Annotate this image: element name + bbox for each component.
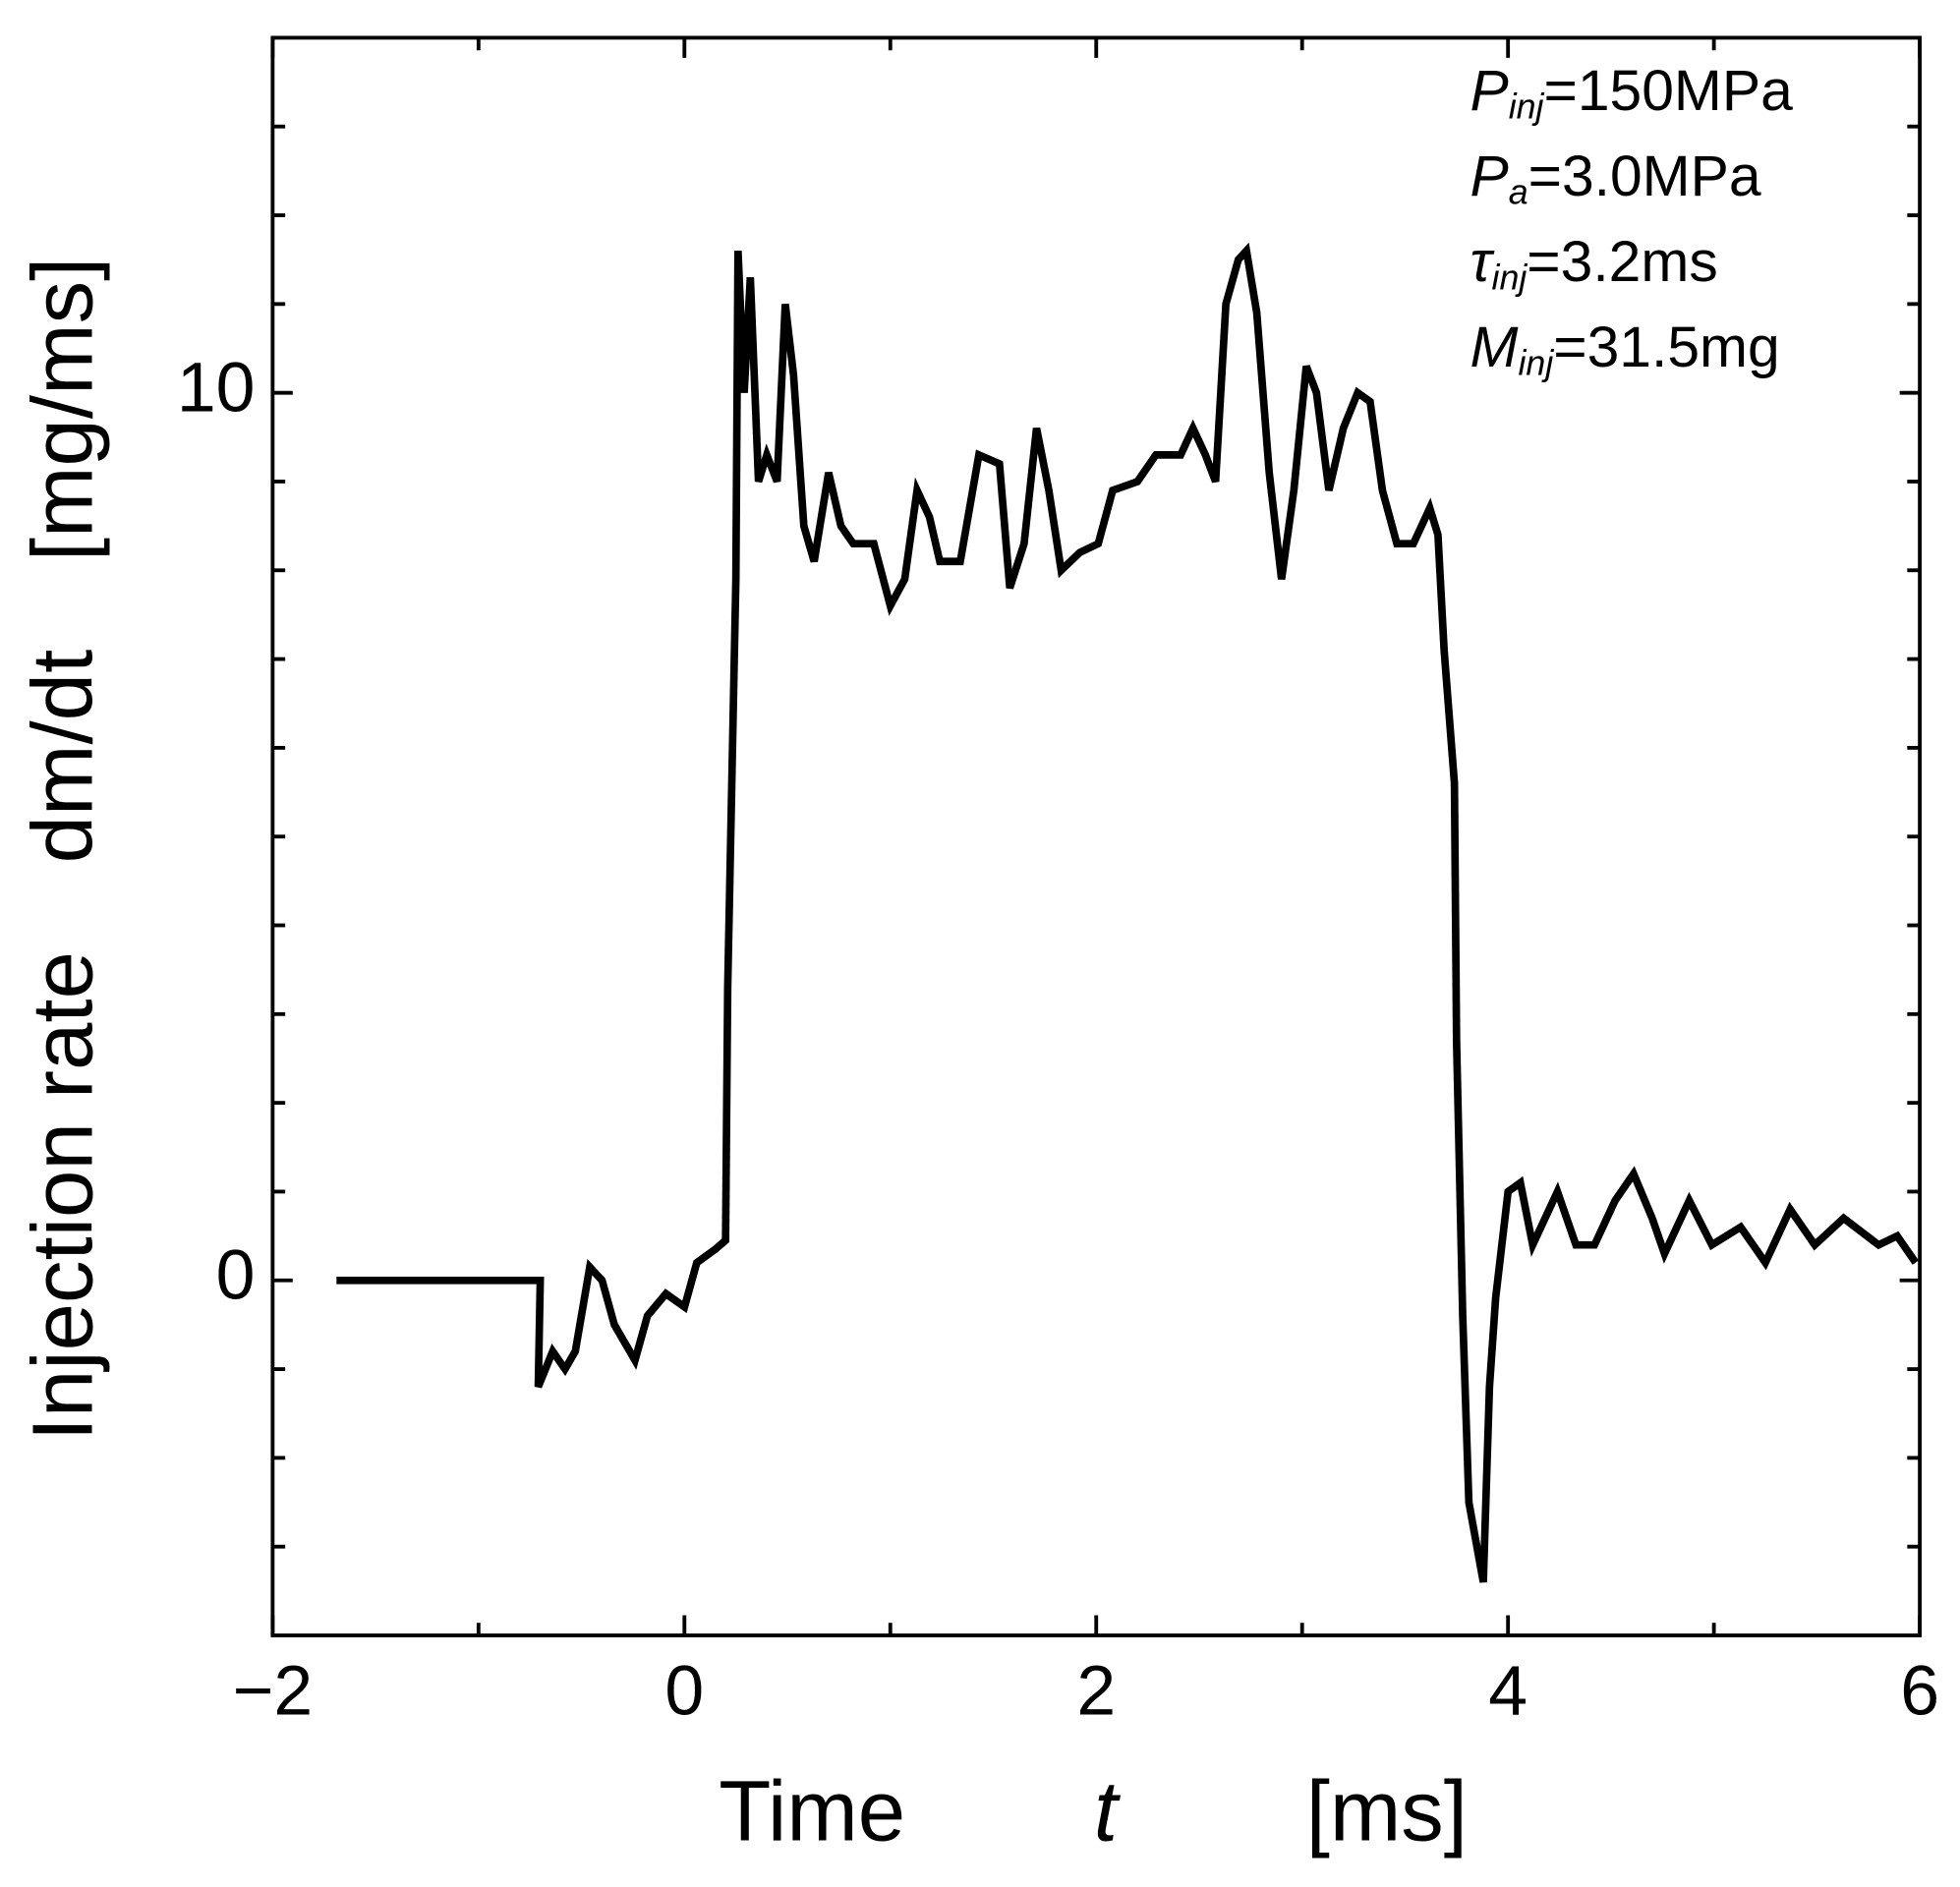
x-tick-label: 0 (664, 1651, 704, 1730)
annotation-symbol: P (1470, 59, 1509, 123)
annotation-subscript: inj (1509, 87, 1545, 127)
y-axis-label: Injection rate dm/dt [mg/ms] (15, 257, 110, 1442)
annotation-symbol: τ (1470, 230, 1496, 294)
annotation-subscript: inj (1518, 344, 1554, 383)
y-axis-label-part: [mg/ms] (15, 257, 110, 561)
y-tick-label: 0 (216, 1236, 256, 1315)
annotation-subscript: inj (1492, 258, 1528, 298)
x-tick-label: 2 (1076, 1651, 1116, 1730)
annotation: Pinj=150MPa (1470, 59, 1794, 127)
annotation: Pa=3.0MPa (1470, 144, 1761, 212)
annotation: τinj=3.2ms (1470, 230, 1718, 298)
x-axis-label: Time t [ms] (719, 1764, 1468, 1859)
annotation-text: =150MPa (1544, 59, 1794, 123)
x-tick-label: 4 (1488, 1651, 1528, 1730)
y-axis-label-part: dm/dt (15, 650, 110, 864)
x-tick-label: 6 (1900, 1651, 1939, 1730)
annotation-subscript: a (1509, 173, 1528, 212)
x-axis-label-part: Time (719, 1764, 905, 1859)
data-line (336, 242, 1920, 1583)
x-axis-label-part: t (1094, 1764, 1122, 1859)
x-axis-label-part: [ms] (1306, 1764, 1468, 1859)
y-axis-label-part: Injection rate (15, 951, 110, 1441)
annotation: Minj=31.5mg (1470, 315, 1780, 383)
annotation-text: =31.5mg (1553, 315, 1779, 379)
annotation-text: =3.2ms (1527, 230, 1717, 294)
y-tick-label: 10 (177, 349, 256, 428)
annotation-text: =3.0MPa (1528, 144, 1761, 208)
annotation-symbol: P (1470, 144, 1509, 208)
annotation-symbol: M (1470, 315, 1519, 379)
x-tick-label: −2 (233, 1651, 314, 1730)
